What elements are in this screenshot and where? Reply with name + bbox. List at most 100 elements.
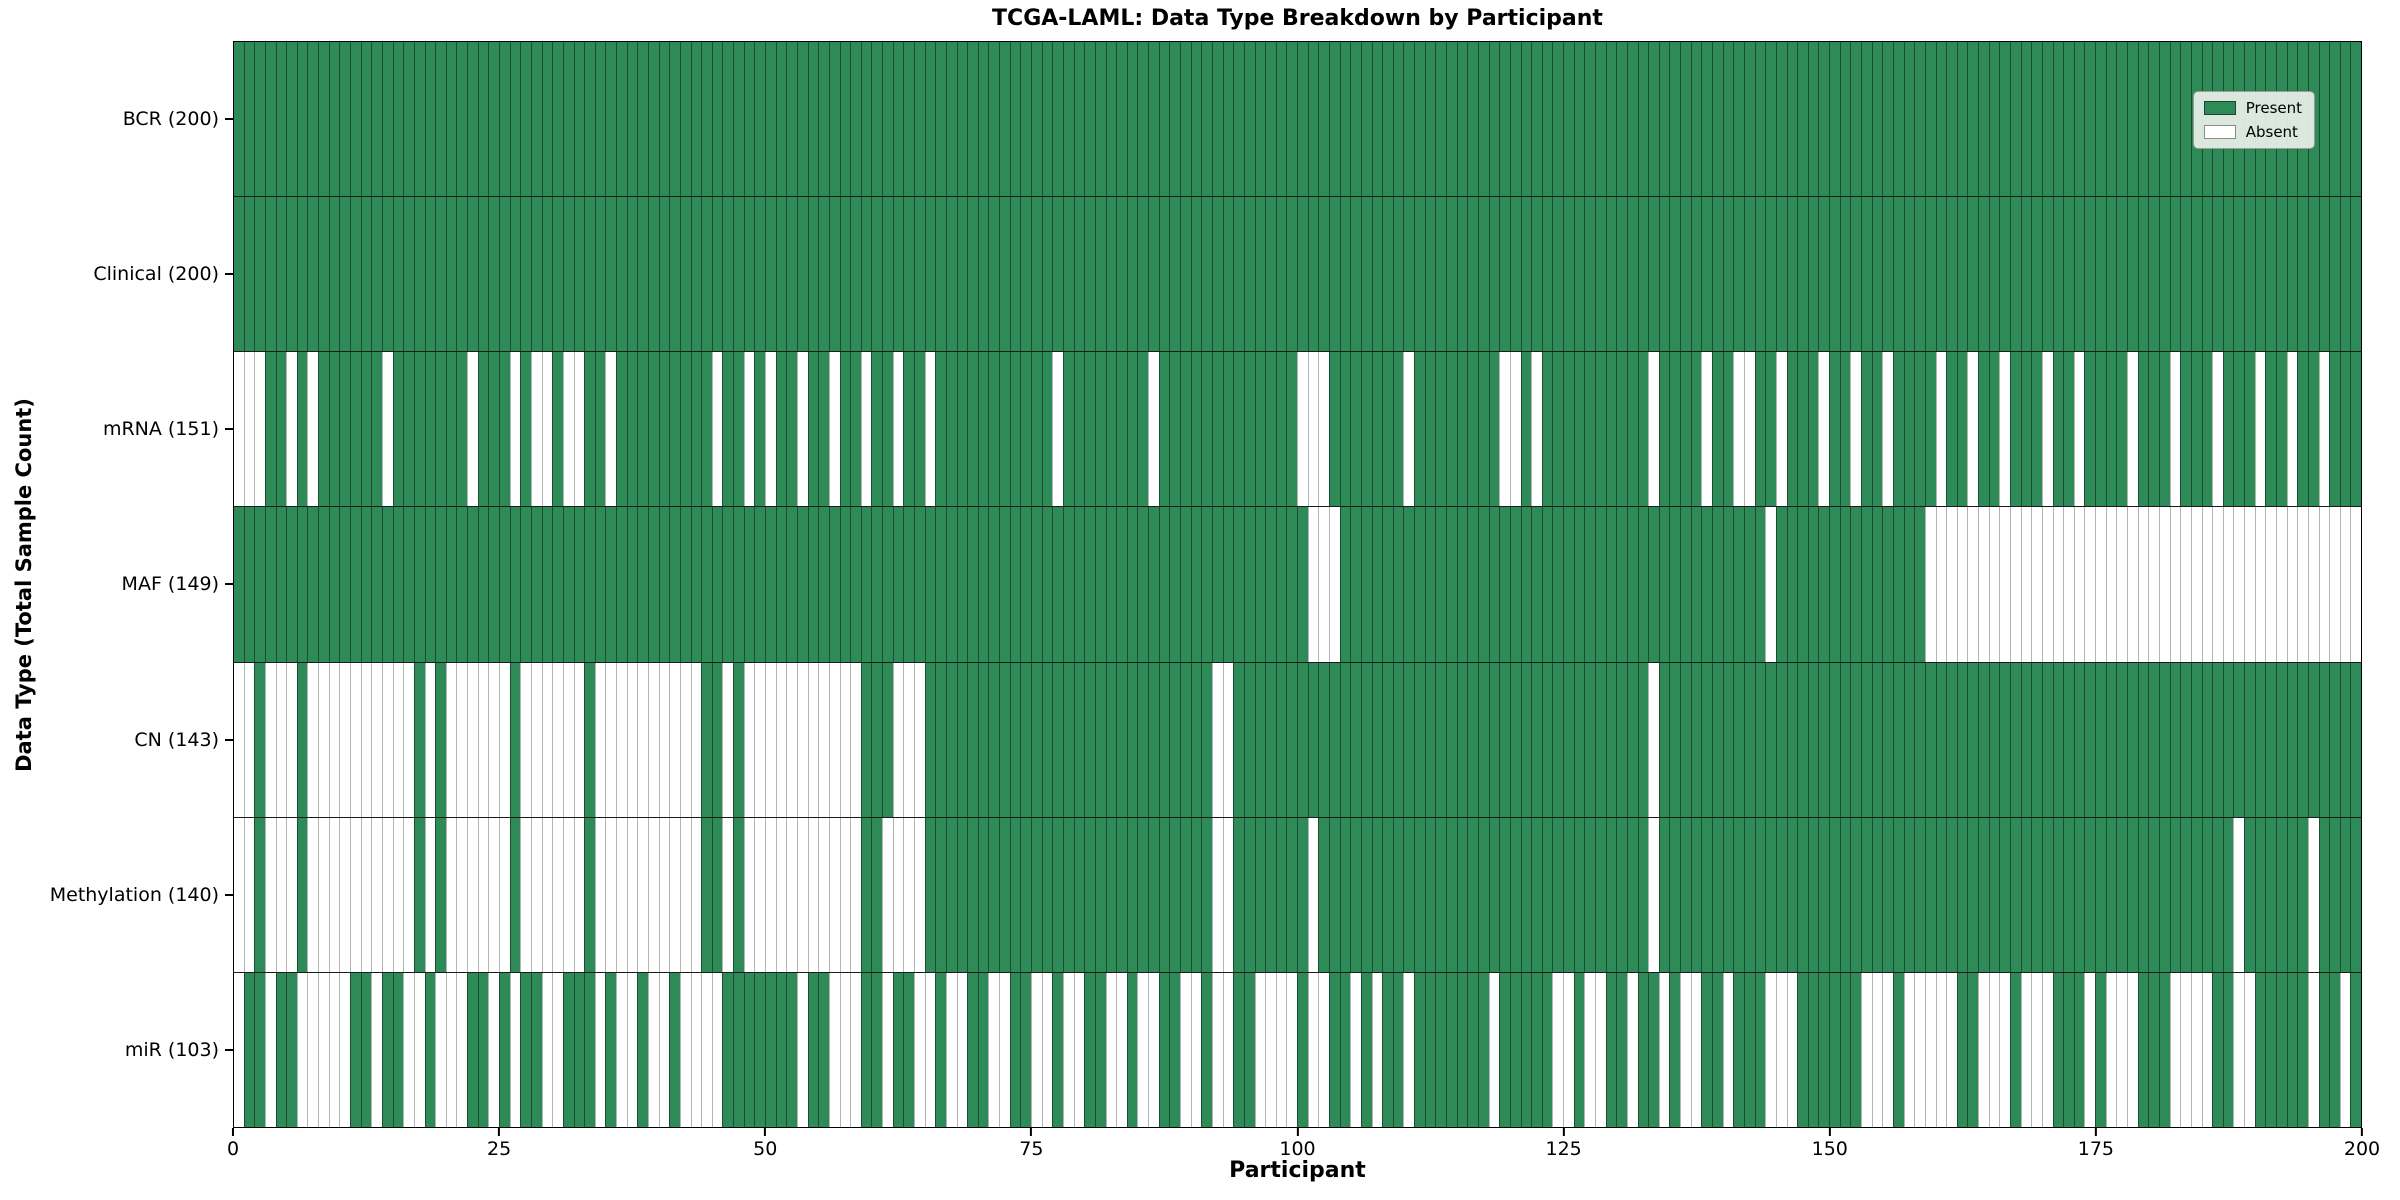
heatmap-cell [967,42,978,197]
heatmap-cell [286,197,297,352]
heatmap-cell [1318,42,1329,197]
heatmap-cell [1148,507,1159,662]
heatmap-cell [1946,507,1957,662]
heatmap-cell [647,507,659,662]
heatmap-cell [1435,972,1447,1127]
heatmap-cell [1658,662,1670,817]
heatmap-cell [1201,817,1212,972]
heatmap-cell [1403,507,1415,662]
heatmap-cell [1286,352,1298,507]
x-tick: 25 [487,1128,511,1160]
heatmap-cell [1903,972,1915,1127]
heatmap-cell [2201,662,2213,817]
heatmap-cell [935,972,946,1127]
heatmap-cell [1903,507,1915,662]
heatmap-cell [1488,197,1500,352]
heatmap-cell [1137,352,1149,507]
heatmap-cell [892,507,904,662]
heatmap-cell [1509,817,1521,972]
heatmap-cell [658,42,670,197]
heatmap-cell [2041,197,2053,352]
heatmap-cell [1701,352,1713,507]
heatmap-cell [2318,42,2330,197]
heatmap-cell [1286,42,1298,197]
heatmap-cell [1978,662,1989,817]
heatmap-cell [275,197,287,352]
heatmap-cell [711,197,723,352]
heatmap-cell [1509,507,1521,662]
heatmap-cell [541,972,553,1127]
heatmap-cell [1531,507,1542,662]
heatmap-cell [2201,507,2213,662]
heatmap-cell [1531,972,1542,1127]
heatmap-cell [1595,507,1606,662]
heatmap-cell [1680,662,1691,817]
y-tick-slot: Methylation (140) [0,817,233,972]
heatmap-cell [350,662,361,817]
heatmap-cell [2180,662,2191,817]
heatmap-cell [1818,817,1830,972]
heatmap-cell [1882,662,1893,817]
heatmap-cell [1786,972,1798,1127]
heatmap-cell [1871,197,1883,352]
heatmap-cell [1743,197,1755,352]
heatmap-cell [499,42,510,197]
heatmap-cell [1712,972,1723,1127]
heatmap-cell [1903,197,1915,352]
heatmap-cell [456,817,468,972]
heatmap-cell [669,507,680,662]
heatmap-cell [1052,352,1063,507]
heatmap-cell [1339,662,1351,817]
heatmap-cell [360,507,372,662]
heatmap-cell [1307,662,1319,817]
heatmap-cell [1297,42,1308,197]
heatmap-cell [1424,507,1436,662]
heatmap-cell [1626,972,1638,1127]
heatmap-cell [562,972,574,1127]
heatmap-cell [520,507,531,662]
heatmap-cell [1488,507,1500,662]
y-tick-slot: mRNA (151) [0,352,233,507]
heatmap-cell [1211,352,1223,507]
y-tick-label: CN (143) [134,728,219,751]
heatmap-cell [1658,42,1670,197]
heatmap-cell [1616,352,1627,507]
heatmap-cell [1839,42,1851,197]
heatmap-cell [2073,197,2085,352]
heatmap-cell [1573,972,1585,1127]
heatmap-cell [999,352,1010,507]
heatmap-cell [1414,817,1425,972]
heatmap-cell [605,972,617,1127]
heatmap-cell [360,352,372,507]
heatmap-cell [701,42,712,197]
heatmap-cell [935,507,946,662]
heatmap-cell [754,507,766,662]
heatmap-cell [264,507,276,662]
heatmap-cell [2137,972,2149,1127]
heatmap-cell [2095,972,2106,1127]
heatmap-cell [1818,197,1830,352]
heatmap-cell [1116,972,1127,1127]
heatmap-cell [2020,42,2032,197]
heatmap-cell [1339,817,1351,972]
heatmap-cell [381,507,393,662]
heatmap-cell [1360,507,1372,662]
heatmap-cell [786,662,797,817]
heatmap-cell [1637,352,1649,507]
legend-absent-swatch [2203,125,2236,139]
heatmap-cell [286,817,297,972]
heatmap-cell [1254,662,1266,817]
heatmap-cell [807,197,819,352]
heatmap-cell [839,662,851,817]
heatmap-cell [1637,197,1649,352]
heatmap-cell [445,42,457,197]
heatmap-cell [754,817,766,972]
heatmap-cell [1595,972,1606,1127]
heatmap-cell [2276,197,2287,352]
heatmap-cell [1297,197,1308,352]
heatmap-cell [573,197,585,352]
heatmap-cell [1616,662,1627,817]
heatmap-cell [2180,972,2191,1127]
heatmap-cell [1999,817,2010,972]
heatmap-cell [892,197,904,352]
